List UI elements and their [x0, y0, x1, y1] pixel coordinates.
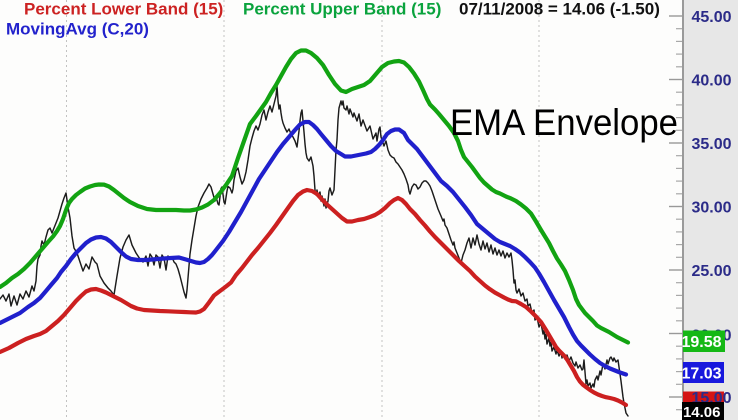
svg-text:17.03: 17.03 — [681, 366, 721, 383]
svg-text:Percent Upper Band (15): Percent Upper Band (15) — [243, 0, 441, 19]
svg-text:Percent Lower Band (15): Percent Lower Band (15) — [24, 0, 223, 19]
svg-text:40.00: 40.00 — [691, 72, 731, 89]
svg-text:30.00: 30.00 — [691, 199, 731, 216]
svg-text:07/11/2008 = 14.06 (-1.50): 07/11/2008 = 14.06 (-1.50) — [459, 0, 660, 19]
svg-text:25.00: 25.00 — [691, 263, 731, 280]
svg-text:14.06: 14.06 — [683, 404, 721, 420]
svg-text:EMA Envelope: EMA Envelope — [450, 102, 678, 143]
svg-text:45.00: 45.00 — [691, 9, 731, 26]
svg-text:19.58: 19.58 — [681, 334, 721, 351]
svg-text:MovingAvg (C,20): MovingAvg (C,20) — [6, 19, 149, 38]
svg-text:35.00: 35.00 — [691, 136, 731, 153]
